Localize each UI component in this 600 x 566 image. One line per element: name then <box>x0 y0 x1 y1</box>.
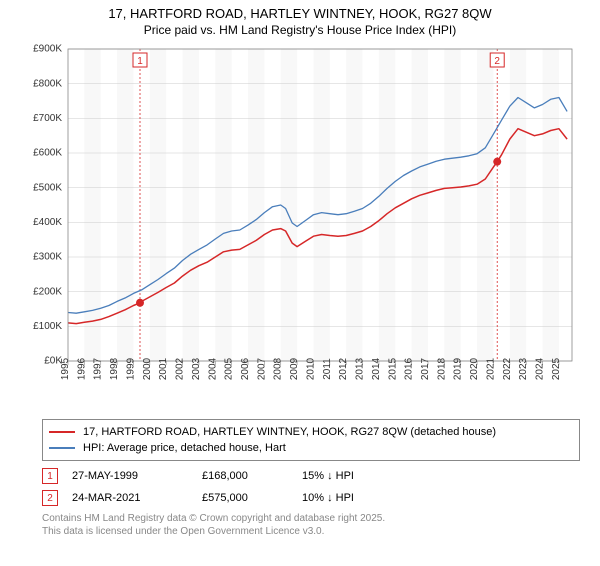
sale-event-row: 2 24-MAR-2021£575,00010% ↓ HPI <box>42 487 580 509</box>
svg-text:£800K: £800K <box>33 78 62 89</box>
svg-text:2014: 2014 <box>371 357 382 380</box>
svg-text:2011: 2011 <box>322 358 333 380</box>
event-date: 27-MAY-1999 <box>72 470 202 482</box>
svg-text:2004: 2004 <box>207 357 218 380</box>
svg-text:£400K: £400K <box>33 217 62 228</box>
svg-text:2022: 2022 <box>502 357 513 380</box>
svg-text:2021: 2021 <box>485 357 496 380</box>
svg-text:2009: 2009 <box>289 357 300 380</box>
svg-text:1995: 1995 <box>60 357 71 380</box>
svg-text:2013: 2013 <box>355 357 366 380</box>
svg-text:2025: 2025 <box>551 357 562 380</box>
svg-text:2005: 2005 <box>224 357 235 380</box>
svg-text:2006: 2006 <box>240 357 251 380</box>
chart-title-subtitle: Price paid vs. HM Land Registry's House … <box>0 23 600 37</box>
svg-text:2000: 2000 <box>142 357 153 380</box>
event-index-box: 2 <box>42 490 58 506</box>
legend-row: HPI: Average price, detached house, Hart <box>49 440 573 456</box>
sale-events: 1 27-MAY-1999£168,00015% ↓ HPI 2 24-MAR-202… <box>42 465 580 509</box>
svg-text:2008: 2008 <box>273 357 284 380</box>
legend-row: 17, HARTFORD ROAD, HARTLEY WINTNEY, HOOK… <box>49 424 573 440</box>
legend-label: 17, HARTFORD ROAD, HARTLEY WINTNEY, HOOK… <box>83 426 496 438</box>
svg-text:£100K: £100K <box>33 321 62 332</box>
svg-text:£700K: £700K <box>33 113 62 124</box>
footer-line-1: Contains HM Land Registry data © Crown c… <box>42 513 580 526</box>
svg-text:2: 2 <box>494 56 500 67</box>
svg-text:2016: 2016 <box>404 357 415 380</box>
svg-text:£200K: £200K <box>33 286 62 297</box>
chart-area: £0K£100K£200K£300K£400K£500K£600K£700K£8… <box>20 41 580 411</box>
svg-text:1998: 1998 <box>109 357 120 380</box>
sale-event-row: 1 27-MAY-1999£168,00015% ↓ HPI <box>42 465 580 487</box>
event-pct: 10% ↓ HPI <box>302 492 422 504</box>
event-index-box: 1 <box>42 468 58 484</box>
svg-text:2020: 2020 <box>469 357 480 380</box>
chart-title-address: 17, HARTFORD ROAD, HARTLEY WINTNEY, HOOK… <box>0 6 600 21</box>
svg-text:£600K: £600K <box>33 148 62 159</box>
svg-text:2010: 2010 <box>305 357 316 380</box>
svg-text:2003: 2003 <box>191 357 202 380</box>
svg-text:2018: 2018 <box>436 357 447 380</box>
svg-text:1997: 1997 <box>93 357 104 380</box>
svg-text:2002: 2002 <box>175 357 186 380</box>
svg-text:2024: 2024 <box>535 357 546 380</box>
svg-text:2017: 2017 <box>420 357 431 380</box>
event-price: £575,000 <box>202 492 302 504</box>
legend-swatch <box>49 431 75 433</box>
line-chart: £0K£100K£200K£300K£400K£500K£600K£700K£8… <box>20 41 580 411</box>
svg-text:2012: 2012 <box>338 357 349 380</box>
event-date: 24-MAR-2021 <box>72 492 202 504</box>
event-price: £168,000 <box>202 470 302 482</box>
legend: 17, HARTFORD ROAD, HARTLEY WINTNEY, HOOK… <box>42 419 580 461</box>
svg-text:£500K: £500K <box>33 182 62 193</box>
svg-text:1999: 1999 <box>125 357 136 380</box>
svg-text:2007: 2007 <box>256 357 267 380</box>
footer-line-2: This data is licensed under the Open Gov… <box>42 526 580 539</box>
svg-text:1996: 1996 <box>76 357 87 380</box>
footer-attribution: Contains HM Land Registry data © Crown c… <box>42 513 580 538</box>
svg-text:2023: 2023 <box>518 357 529 380</box>
svg-text:2019: 2019 <box>453 357 464 380</box>
svg-text:1: 1 <box>137 56 143 67</box>
legend-label: HPI: Average price, detached house, Hart <box>83 442 286 454</box>
event-pct: 15% ↓ HPI <box>302 470 422 482</box>
svg-text:2001: 2001 <box>158 357 169 380</box>
legend-swatch <box>49 447 75 449</box>
svg-text:£900K: £900K <box>33 44 62 55</box>
svg-text:£300K: £300K <box>33 252 62 263</box>
svg-text:2015: 2015 <box>387 357 398 380</box>
